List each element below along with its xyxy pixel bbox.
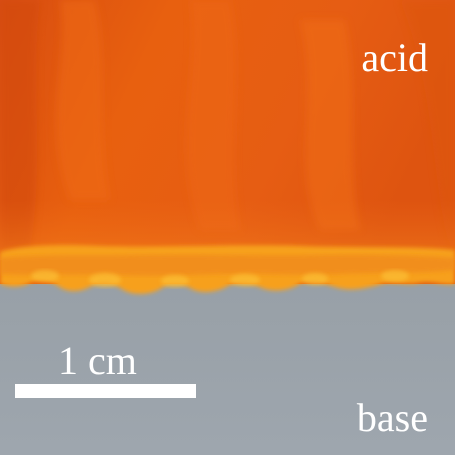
front-lobe-highlights xyxy=(31,270,409,287)
scale-bar xyxy=(15,384,196,398)
reaction-front-core xyxy=(0,254,455,276)
scale-bar-label: 1 cm xyxy=(58,338,137,383)
acid-label: acid xyxy=(361,35,428,80)
base-label: base xyxy=(356,395,428,440)
base-region xyxy=(0,284,455,455)
acid-plumes xyxy=(0,0,455,260)
